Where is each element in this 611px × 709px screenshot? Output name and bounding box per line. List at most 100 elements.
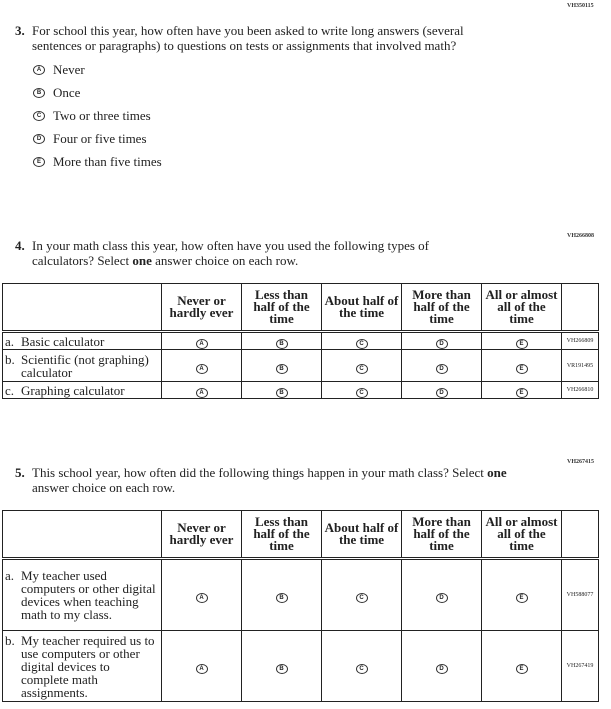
answer-cell[interactable]: D [401, 381, 482, 399]
column-header: Never or hardly ever [161, 283, 242, 332]
answer-bubble-icon[interactable]: E [515, 388, 528, 398]
item-code: VR191495 [561, 349, 599, 382]
answer-option[interactable]: E More than five times [33, 154, 162, 170]
table-row: b. My teacher required us to use computer… [2, 630, 599, 702]
answer-bubble-icon[interactable]: D [435, 593, 448, 603]
column-header: Less than half of the time [241, 510, 322, 559]
answer-option[interactable]: B Once [33, 85, 80, 101]
item-code: VH266808 [567, 233, 594, 239]
item-code: VH267419 [561, 630, 599, 702]
table-row: a. My teacher used computers or other dig… [2, 558, 599, 631]
answer-bubble-icon[interactable]: D [435, 388, 448, 398]
answer-bubble-icon[interactable]: E [515, 664, 528, 674]
answer-bubble-icon[interactable]: C [355, 363, 368, 374]
answer-bubble-icon[interactable]: A [195, 363, 208, 374]
answer-bubble-icon[interactable]: B [275, 363, 288, 374]
row-label: b. My teacher required us to use computer… [2, 630, 162, 702]
answer-cell[interactable]: C [321, 381, 402, 399]
answer-cell[interactable]: D [401, 630, 482, 702]
question-number: 4. [15, 238, 25, 253]
answer-bubble-icon[interactable]: C [355, 664, 368, 674]
answer-bubble-icon[interactable]: B [33, 88, 45, 98]
answer-bubble-icon[interactable]: C [33, 111, 45, 121]
row-label: a. Basic calculator [2, 331, 162, 350]
answer-bubble-icon[interactable]: B [275, 339, 288, 349]
item-code: VH266809 [561, 331, 599, 350]
option-label: Two or three times [53, 108, 151, 123]
answer-cell[interactable]: C [321, 630, 402, 702]
answer-cell[interactable]: C [321, 331, 402, 350]
option-label: Four or five times [53, 131, 147, 146]
row-label: c. Graphing calculator [2, 381, 162, 399]
option-label: More than five times [53, 154, 162, 169]
digital-devices-table: Never or hardly ever Less than half of th… [2, 510, 599, 702]
header-blank [2, 510, 162, 559]
column-header: Never or hardly ever [161, 510, 242, 559]
answer-cell[interactable]: B [241, 630, 322, 702]
row-label: a. My teacher used computers or other dig… [2, 558, 162, 631]
answer-bubble-icon[interactable]: A [195, 593, 208, 603]
answer-bubble-icon[interactable]: C [355, 593, 368, 603]
answer-bubble-icon[interactable]: C [355, 339, 368, 349]
answer-cell[interactable]: B [241, 331, 322, 350]
answer-cell[interactable]: C [321, 349, 402, 382]
answer-option[interactable]: C Two or three times [33, 108, 151, 124]
answer-cell[interactable]: D [401, 349, 482, 382]
header-blank [561, 510, 599, 559]
question-text: In your math class this year, how often … [32, 238, 429, 268]
answer-bubble-icon[interactable]: D [435, 363, 448, 374]
answer-bubble-icon[interactable]: E [515, 363, 528, 374]
question-4: 4. In your math class this year, how oft… [15, 238, 485, 268]
answer-cell[interactable]: E [481, 558, 562, 631]
answer-cell[interactable]: A [161, 381, 242, 399]
answer-cell[interactable]: D [401, 331, 482, 350]
answer-option[interactable]: D Four or five times [33, 131, 147, 147]
answer-bubble-icon[interactable]: D [33, 134, 45, 144]
answer-option[interactable]: A Never [33, 62, 85, 78]
column-header: All or almost all of the time [481, 283, 562, 332]
answer-cell[interactable]: B [241, 349, 322, 382]
row-label: b. Scientific (not graphing) calculator [2, 349, 162, 382]
answer-cell[interactable]: D [401, 558, 482, 631]
answer-bubble-icon[interactable]: B [275, 664, 288, 674]
item-code: VH267415 [567, 459, 594, 465]
option-label: Once [53, 85, 81, 100]
answer-bubble-icon[interactable]: D [435, 664, 448, 674]
answer-bubble-icon[interactable]: B [275, 388, 288, 398]
answer-cell[interactable]: B [241, 381, 322, 399]
calculator-table: Never or hardly ever Less than half of th… [2, 283, 599, 399]
answer-cell[interactable]: B [241, 558, 322, 631]
answer-cell[interactable]: E [481, 381, 562, 399]
question-number: 3. [15, 23, 25, 38]
answer-cell[interactable]: A [161, 349, 242, 382]
header-blank [2, 283, 162, 332]
answer-bubble-icon[interactable]: C [355, 388, 368, 398]
answer-bubble-icon[interactable]: B [275, 593, 288, 603]
answer-bubble-icon[interactable]: E [33, 157, 45, 167]
question-5: 5. This school year, how often did the f… [15, 465, 525, 495]
answer-cell[interactable]: E [481, 349, 562, 382]
column-header: More than half of the time [401, 283, 482, 332]
column-header: Less than half of the time [241, 283, 322, 332]
answer-cell[interactable]: A [161, 558, 242, 631]
answer-bubble-icon[interactable]: E [515, 339, 528, 349]
answer-bubble-icon[interactable]: D [435, 339, 448, 349]
answer-bubble-icon[interactable]: A [33, 65, 45, 75]
question-3: 3. For school this year, how often have … [15, 23, 515, 53]
answer-cell[interactable]: A [161, 630, 242, 702]
answer-cell[interactable]: E [481, 331, 562, 350]
answer-cell[interactable]: C [321, 558, 402, 631]
header-blank [561, 283, 599, 332]
answer-bubble-icon[interactable]: A [195, 339, 208, 349]
answer-bubble-icon[interactable]: A [195, 388, 208, 398]
question-number: 5. [15, 465, 25, 480]
column-header: More than half of the time [401, 510, 482, 559]
item-code: VH350115 [567, 3, 594, 9]
table-row: c. Graphing calculator A B C D E VH266810 [2, 381, 599, 399]
answer-cell[interactable]: A [161, 331, 242, 350]
answer-bubble-icon[interactable]: A [195, 664, 208, 674]
table-row: a. Basic calculator A B C D E VH266809 [2, 331, 599, 350]
option-label: Never [53, 62, 85, 77]
answer-cell[interactable]: E [481, 630, 562, 702]
answer-bubble-icon[interactable]: E [515, 593, 528, 603]
